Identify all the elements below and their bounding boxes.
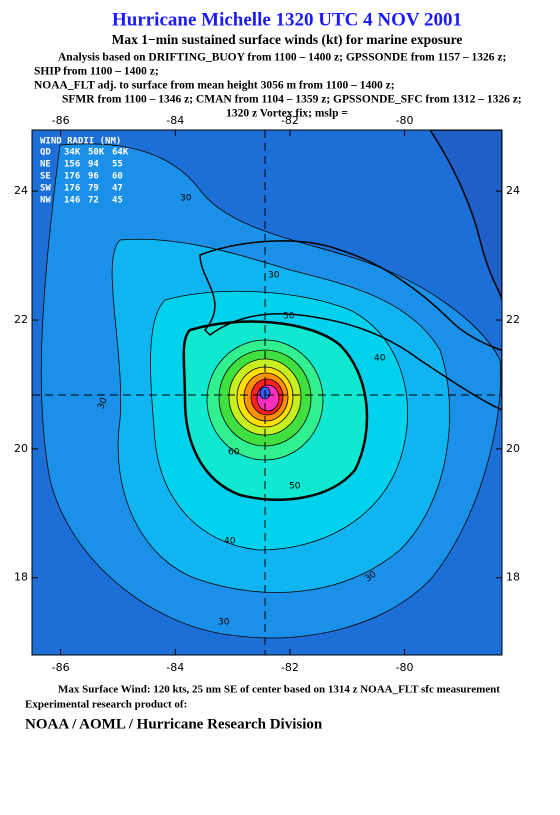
table-header: 64K	[112, 148, 129, 158]
contour-label: 40	[374, 354, 386, 364]
lon-label: -86	[52, 114, 70, 127]
lon-label: -84	[166, 661, 184, 674]
wind-field	[32, 130, 502, 655]
contour-label: 30	[268, 271, 280, 281]
table-cell: NW	[40, 196, 51, 206]
lon-label: -82	[281, 661, 299, 674]
table-cell: SE	[40, 172, 51, 182]
table-cell: 79	[88, 184, 99, 194]
table-cell: 176	[64, 184, 80, 194]
table-cell: NE	[40, 160, 51, 170]
table-cell: 94	[88, 160, 99, 170]
table-cell: SW	[40, 184, 51, 194]
lon-label: -84	[166, 114, 184, 127]
subtitle: Max 1−min sustained surface winds (kt) f…	[112, 32, 463, 47]
lat-label: 20	[14, 442, 28, 455]
lat-label: 24	[14, 184, 28, 197]
wind-radii-table: WIND RADII (NM) QD 34K 50K 64K NE 156 94 55 SE 17…	[40, 137, 129, 206]
lon-label: -82	[281, 114, 299, 127]
lon-label: -80	[396, 114, 414, 127]
header-line: 1320 z Vortex fix; mslp =	[226, 108, 348, 120]
lon-label: -86	[52, 661, 70, 674]
lat-label: 18	[506, 571, 520, 584]
contour-label: 30	[180, 194, 192, 204]
table-cell: 146	[64, 196, 80, 206]
lat-label: 20	[506, 442, 520, 455]
table-header: 50K	[88, 148, 105, 158]
header-line: NOAA_FLT adj. to surface from mean heigh…	[34, 80, 395, 92]
table-cell: 96	[88, 172, 99, 182]
table-cell: 55	[112, 160, 123, 170]
footer-line: Experimental research product of:	[25, 699, 187, 711]
header-line: SHIP from 1100 – 1400 z;	[34, 66, 159, 78]
table-header: QD	[40, 148, 51, 158]
header-line: Analysis based on DRIFTING_BUOY from 110…	[58, 52, 506, 64]
table-title: WIND RADII (NM)	[40, 137, 121, 147]
table-cell: 156	[64, 160, 80, 170]
lon-label: -80	[396, 661, 414, 674]
contour-label: 40	[224, 537, 236, 547]
lat-label: 24	[506, 184, 520, 197]
lat-label: 22	[14, 313, 28, 326]
contour-label: 50	[289, 482, 301, 492]
contour-label: 60	[228, 448, 240, 458]
footer-line: Max Surface Wind: 120 kts, 25 nm SE of c…	[58, 684, 500, 696]
table-cell: 176	[64, 172, 80, 182]
lat-label: 18	[14, 571, 28, 584]
footer-org: NOAA / AOML / Hurricane Research Divisio…	[25, 716, 323, 732]
table-header: 34K	[64, 148, 81, 158]
lat-label: 22	[506, 313, 520, 326]
table-cell: 72	[88, 196, 99, 206]
contour-label: 30	[218, 618, 230, 628]
header-line: SFMR from 1100 – 1346 z; CMAN from 1104 …	[62, 94, 522, 106]
table-cell: 60	[112, 172, 123, 182]
title: Hurricane Michelle 1320 UTC 4 NOV 2001	[112, 9, 462, 30]
contour-label: 30	[96, 396, 109, 410]
contour-label: 50	[283, 312, 295, 322]
table-cell: 45	[112, 196, 123, 206]
table-cell: 47	[112, 184, 123, 194]
map-frame	[31, 129, 503, 656]
